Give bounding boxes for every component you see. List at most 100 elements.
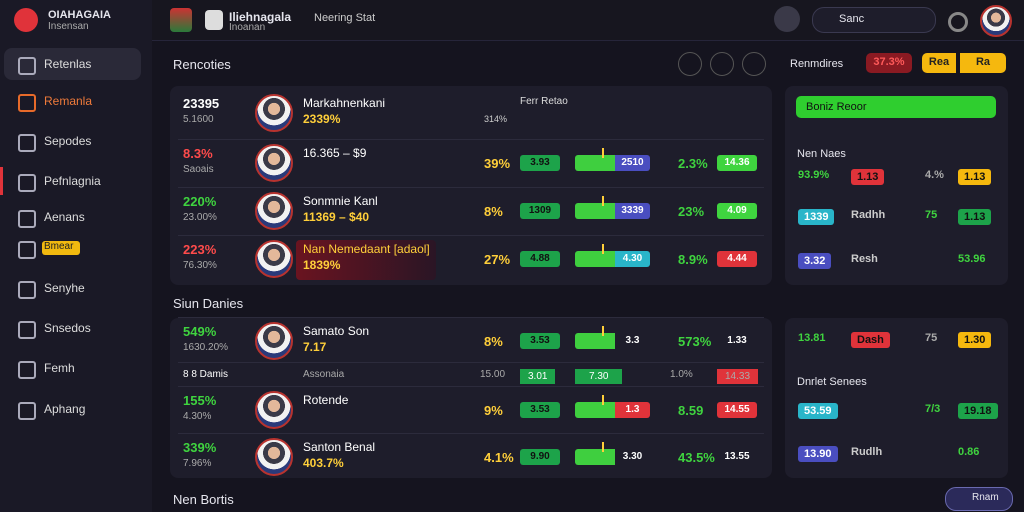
primary-button-label: Boniz Reoor [806, 101, 867, 113]
side-cell: 3.32 [798, 253, 832, 269]
side-cell: 75 [925, 332, 938, 344]
bar-track [575, 251, 615, 267]
row-cell: 3.01 [520, 369, 556, 384]
icon-button[interactable] [742, 52, 766, 76]
nav-icon [18, 402, 36, 420]
odds-badge: 3.93 [520, 155, 560, 171]
row-cell: 7.30 [575, 369, 623, 384]
row-divider [178, 317, 764, 318]
nav-icon [18, 361, 36, 379]
side-cell: Radhh [851, 209, 886, 221]
row-detail: 1839% [303, 258, 341, 272]
filter-label: Renmdires [790, 58, 844, 70]
nav-item[interactable]: Pefnlagnia [44, 174, 101, 188]
nav-item[interactable]: Remanla [44, 94, 93, 108]
side-cell: 1.13 [851, 169, 885, 185]
nav-icon [18, 94, 36, 112]
row-cell: 15.00 [480, 369, 506, 380]
group-title: Dnrlet Senees [797, 376, 867, 388]
bar-track [575, 333, 615, 349]
avatar [255, 94, 293, 132]
nav-icon [18, 174, 36, 192]
search-text: Sanc [839, 13, 865, 25]
nav-item[interactable]: Retenlas [44, 57, 92, 71]
stat-value: Rea [928, 56, 950, 68]
row-odds: 27% [484, 252, 511, 267]
stat-chip [960, 53, 1006, 73]
bar-label: 3.30 [622, 451, 643, 462]
row-cell: 8 8 Damis [183, 369, 229, 380]
odds-badge: 9.90 [520, 449, 560, 465]
row-divider [178, 235, 764, 236]
bar-track [575, 402, 615, 418]
row-pct: 549% [183, 324, 217, 339]
row-pct: 155% [183, 393, 217, 408]
side-cell: 7/3 [925, 403, 941, 415]
side-cell: Dash [851, 332, 890, 348]
nav-badge [42, 241, 80, 255]
avatar [255, 438, 293, 476]
row-odds: 8.9% [678, 252, 708, 267]
nav-item[interactable]: Aphang [44, 402, 86, 416]
row-divider [178, 386, 764, 387]
icon-button[interactable] [710, 52, 734, 76]
nav-item[interactable]: Senyhe [44, 281, 85, 295]
nav-icon [18, 57, 36, 75]
side-cell: 75 [925, 209, 938, 221]
section-title: Rencoties [173, 57, 231, 72]
side-cell: 13.90 [798, 446, 838, 462]
logo-sub: Insensan [48, 21, 89, 32]
row-name: Sonmnie Kanl [303, 194, 378, 208]
row-divider [178, 187, 764, 188]
stat-chip [922, 53, 956, 73]
row-divider [178, 433, 764, 434]
bar-marker [602, 148, 604, 158]
row-pct: 23395 [183, 96, 220, 111]
bar-track [575, 203, 615, 219]
bottom-button[interactable] [945, 487, 1013, 511]
nav-item[interactable]: Bmear [44, 241, 74, 252]
result-badge: 4.44 [717, 251, 757, 267]
row-sub: 23.00% [183, 212, 217, 223]
side-panel [785, 86, 1008, 285]
icon-button[interactable] [678, 52, 702, 76]
group-title: Nen Naes [797, 148, 846, 160]
stat-value: 37.3% [873, 56, 905, 68]
side-cell: 53.96 [958, 253, 986, 265]
nav-icon [18, 134, 36, 152]
nav-item[interactable]: Femh [44, 361, 75, 375]
row-sub: 7.96% [183, 458, 212, 469]
bar-marker [602, 442, 604, 452]
brand: Iliehnagala [229, 10, 292, 24]
odds-badge: 1309 [520, 203, 560, 219]
row-name: Santon Benal [303, 440, 376, 454]
row-odds: 573% [678, 334, 712, 349]
search-box[interactable] [812, 7, 936, 33]
result-badge: 14.36 [717, 155, 757, 171]
side-cell: 53.59 [798, 403, 838, 419]
side-cell: Resh [851, 253, 878, 265]
nav-link[interactable]: Neering Stat [314, 12, 376, 24]
avatar [255, 144, 293, 182]
nav-item[interactable]: Snsedos [44, 321, 91, 335]
bar-marker [602, 395, 604, 405]
row-mid-sub: 314% [484, 114, 508, 124]
settings-icon [948, 12, 968, 32]
row-sub: 5.1600 [183, 114, 214, 125]
avatar [255, 391, 293, 429]
avatar [255, 240, 293, 278]
section-title: Nen Bortis [173, 492, 234, 507]
bar-label: 2510 [615, 155, 650, 171]
bar-track [575, 449, 615, 465]
stat-chip [866, 53, 912, 73]
nav-item[interactable]: Aenans [44, 210, 85, 224]
sidebar [0, 0, 152, 512]
nav-icon [18, 241, 36, 259]
row-sub: Saoais [183, 164, 214, 175]
bar-marker [602, 326, 604, 336]
odds-badge: 3.53 [520, 402, 560, 418]
primary-button[interactable] [796, 96, 996, 118]
logo-icon [14, 8, 38, 32]
bar-marker [602, 196, 604, 206]
nav-item[interactable]: Sepodes [44, 134, 92, 148]
